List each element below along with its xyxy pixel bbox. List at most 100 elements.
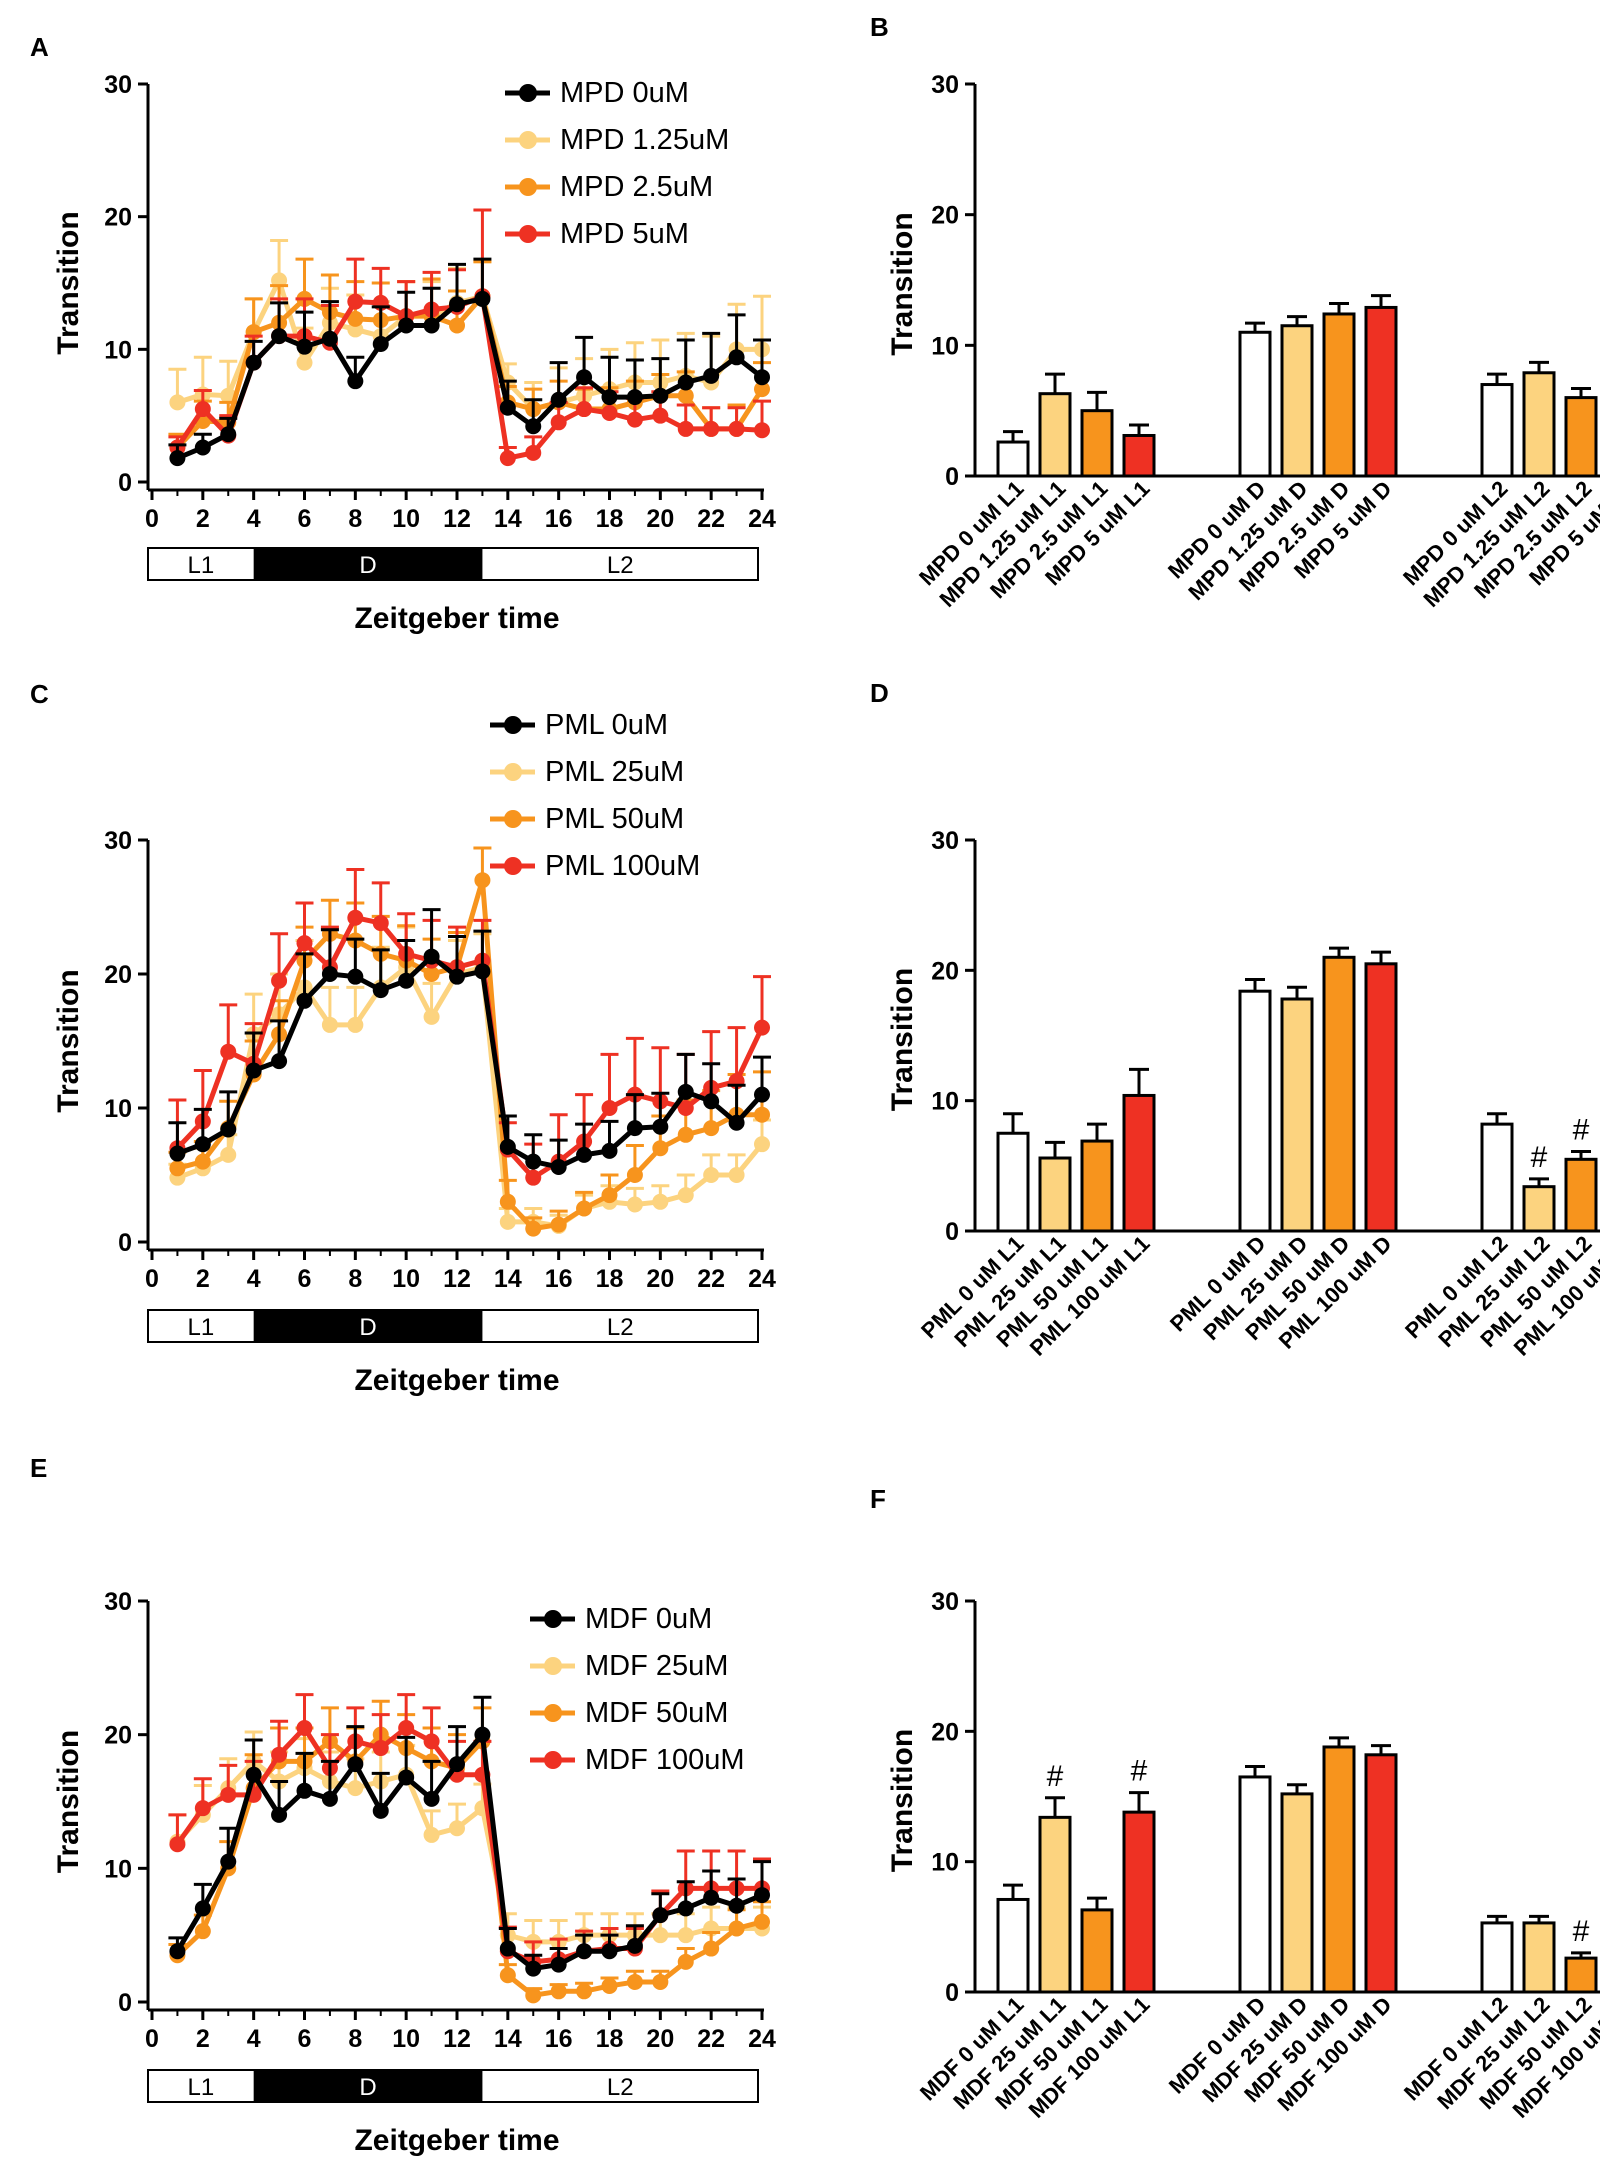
x-axis-label: Zeitgeber time (354, 602, 559, 635)
x-tick-label: 12 (443, 1265, 471, 1293)
data-point (372, 1802, 389, 1819)
bar (1322, 312, 1356, 478)
legend-marker (504, 810, 522, 828)
data-point (423, 317, 440, 334)
data-point (652, 1907, 669, 1924)
data-point (576, 401, 593, 418)
significance-mark: # (1573, 1113, 1590, 1146)
data-point (321, 330, 338, 347)
x-tick-label: 2 (196, 505, 210, 533)
data-point (220, 1043, 237, 1060)
data-point (499, 1213, 516, 1230)
x-tick-label: 20 (646, 505, 674, 533)
legend-label: MPD 5uM (560, 218, 689, 250)
data-point (728, 1920, 745, 1937)
data-point (576, 1200, 593, 1217)
bar (1522, 1921, 1556, 1994)
data-point (703, 1093, 720, 1110)
legend-label: MPD 1.25uM (560, 124, 729, 156)
significance-mark: # (1573, 1915, 1590, 1948)
significance-mark: # (1131, 1755, 1148, 1788)
data-point (677, 1927, 694, 1944)
significance-mark: # (1047, 1760, 1064, 1793)
phase-d-label: D (359, 2074, 376, 2101)
x-tick-label: 24 (748, 505, 776, 533)
x-tick-label: 12 (443, 505, 471, 533)
legend-marker (544, 1610, 562, 1628)
bar (1564, 396, 1598, 478)
bar (1364, 962, 1398, 1233)
y-tick-label: 30 (931, 827, 959, 855)
legend-label: MDF 100uM (585, 1744, 745, 1776)
data-point (372, 1740, 389, 1757)
x-tick-label: 2 (196, 2025, 210, 2053)
data-point (398, 1719, 415, 1736)
y-tick-label: 0 (945, 1218, 959, 1246)
data-point (296, 354, 313, 371)
data-point (703, 1889, 720, 1906)
data-point (194, 439, 211, 456)
bar (996, 440, 1030, 478)
legend-label: MPD 0uM (560, 77, 689, 109)
x-tick-label: 16 (545, 505, 573, 533)
data-point (754, 1106, 770, 1123)
y-tick-label: 10 (931, 332, 959, 360)
phase-d-label: D (359, 1314, 376, 1341)
series-line (176, 877, 762, 1232)
data-point (271, 1806, 288, 1823)
phase-dark (253, 1310, 483, 1342)
data-point (499, 1193, 516, 1210)
data-point (296, 935, 313, 952)
data-point (703, 1940, 720, 1957)
data-point (499, 1138, 516, 1155)
x-tick-label: 18 (596, 505, 624, 533)
phase-d-label: D (359, 552, 376, 579)
data-point (245, 1062, 262, 1079)
data-point (245, 354, 262, 371)
data-point (271, 328, 288, 345)
y-tick-label: 0 (945, 463, 959, 491)
legend-label: MDF 50uM (585, 1697, 728, 1729)
data-point (677, 1900, 694, 1917)
y-tick-label: 10 (931, 1849, 959, 1877)
legend-label: MPD 2.5uM (560, 171, 713, 203)
data-point (754, 1086, 770, 1103)
data-point (626, 1167, 643, 1183)
data-point (576, 369, 593, 386)
y-tick-label: 0 (118, 1229, 132, 1257)
x-tick-label: 6 (298, 505, 312, 533)
data-point (525, 1153, 542, 1170)
bar (1122, 1093, 1156, 1233)
data-point (398, 972, 415, 989)
y-tick-label: 30 (104, 71, 132, 99)
data-point (423, 966, 440, 982)
data-point (296, 992, 313, 1009)
y-tick-label: 30 (931, 1588, 959, 1616)
data-point (677, 1100, 694, 1116)
data-point (321, 1790, 338, 1807)
data-point (525, 1960, 542, 1977)
data-point (601, 1977, 618, 1994)
data-point (550, 391, 567, 408)
panel-label: A (30, 32, 49, 62)
data-point (220, 1146, 237, 1163)
x-tick-label: 4 (247, 2025, 261, 2053)
phase-dark (253, 2070, 483, 2102)
legend-marker (519, 131, 537, 149)
data-point (601, 389, 618, 406)
data-point (626, 1937, 643, 1954)
x-tick-label: 0 (145, 1265, 159, 1293)
data-point (296, 1782, 313, 1799)
legend-marker (519, 178, 537, 196)
x-tick-label: 4 (247, 1265, 261, 1293)
x-tick-label: 6 (298, 1265, 312, 1293)
x-tick-label: 10 (392, 1265, 420, 1293)
bar (1038, 1815, 1072, 1994)
legend-label: PML 100uM (545, 850, 700, 882)
data-point (652, 1973, 669, 1990)
y-tick-label: 20 (931, 957, 959, 985)
data-point (347, 373, 364, 390)
data-point (423, 1826, 440, 1843)
data-point (347, 310, 364, 327)
